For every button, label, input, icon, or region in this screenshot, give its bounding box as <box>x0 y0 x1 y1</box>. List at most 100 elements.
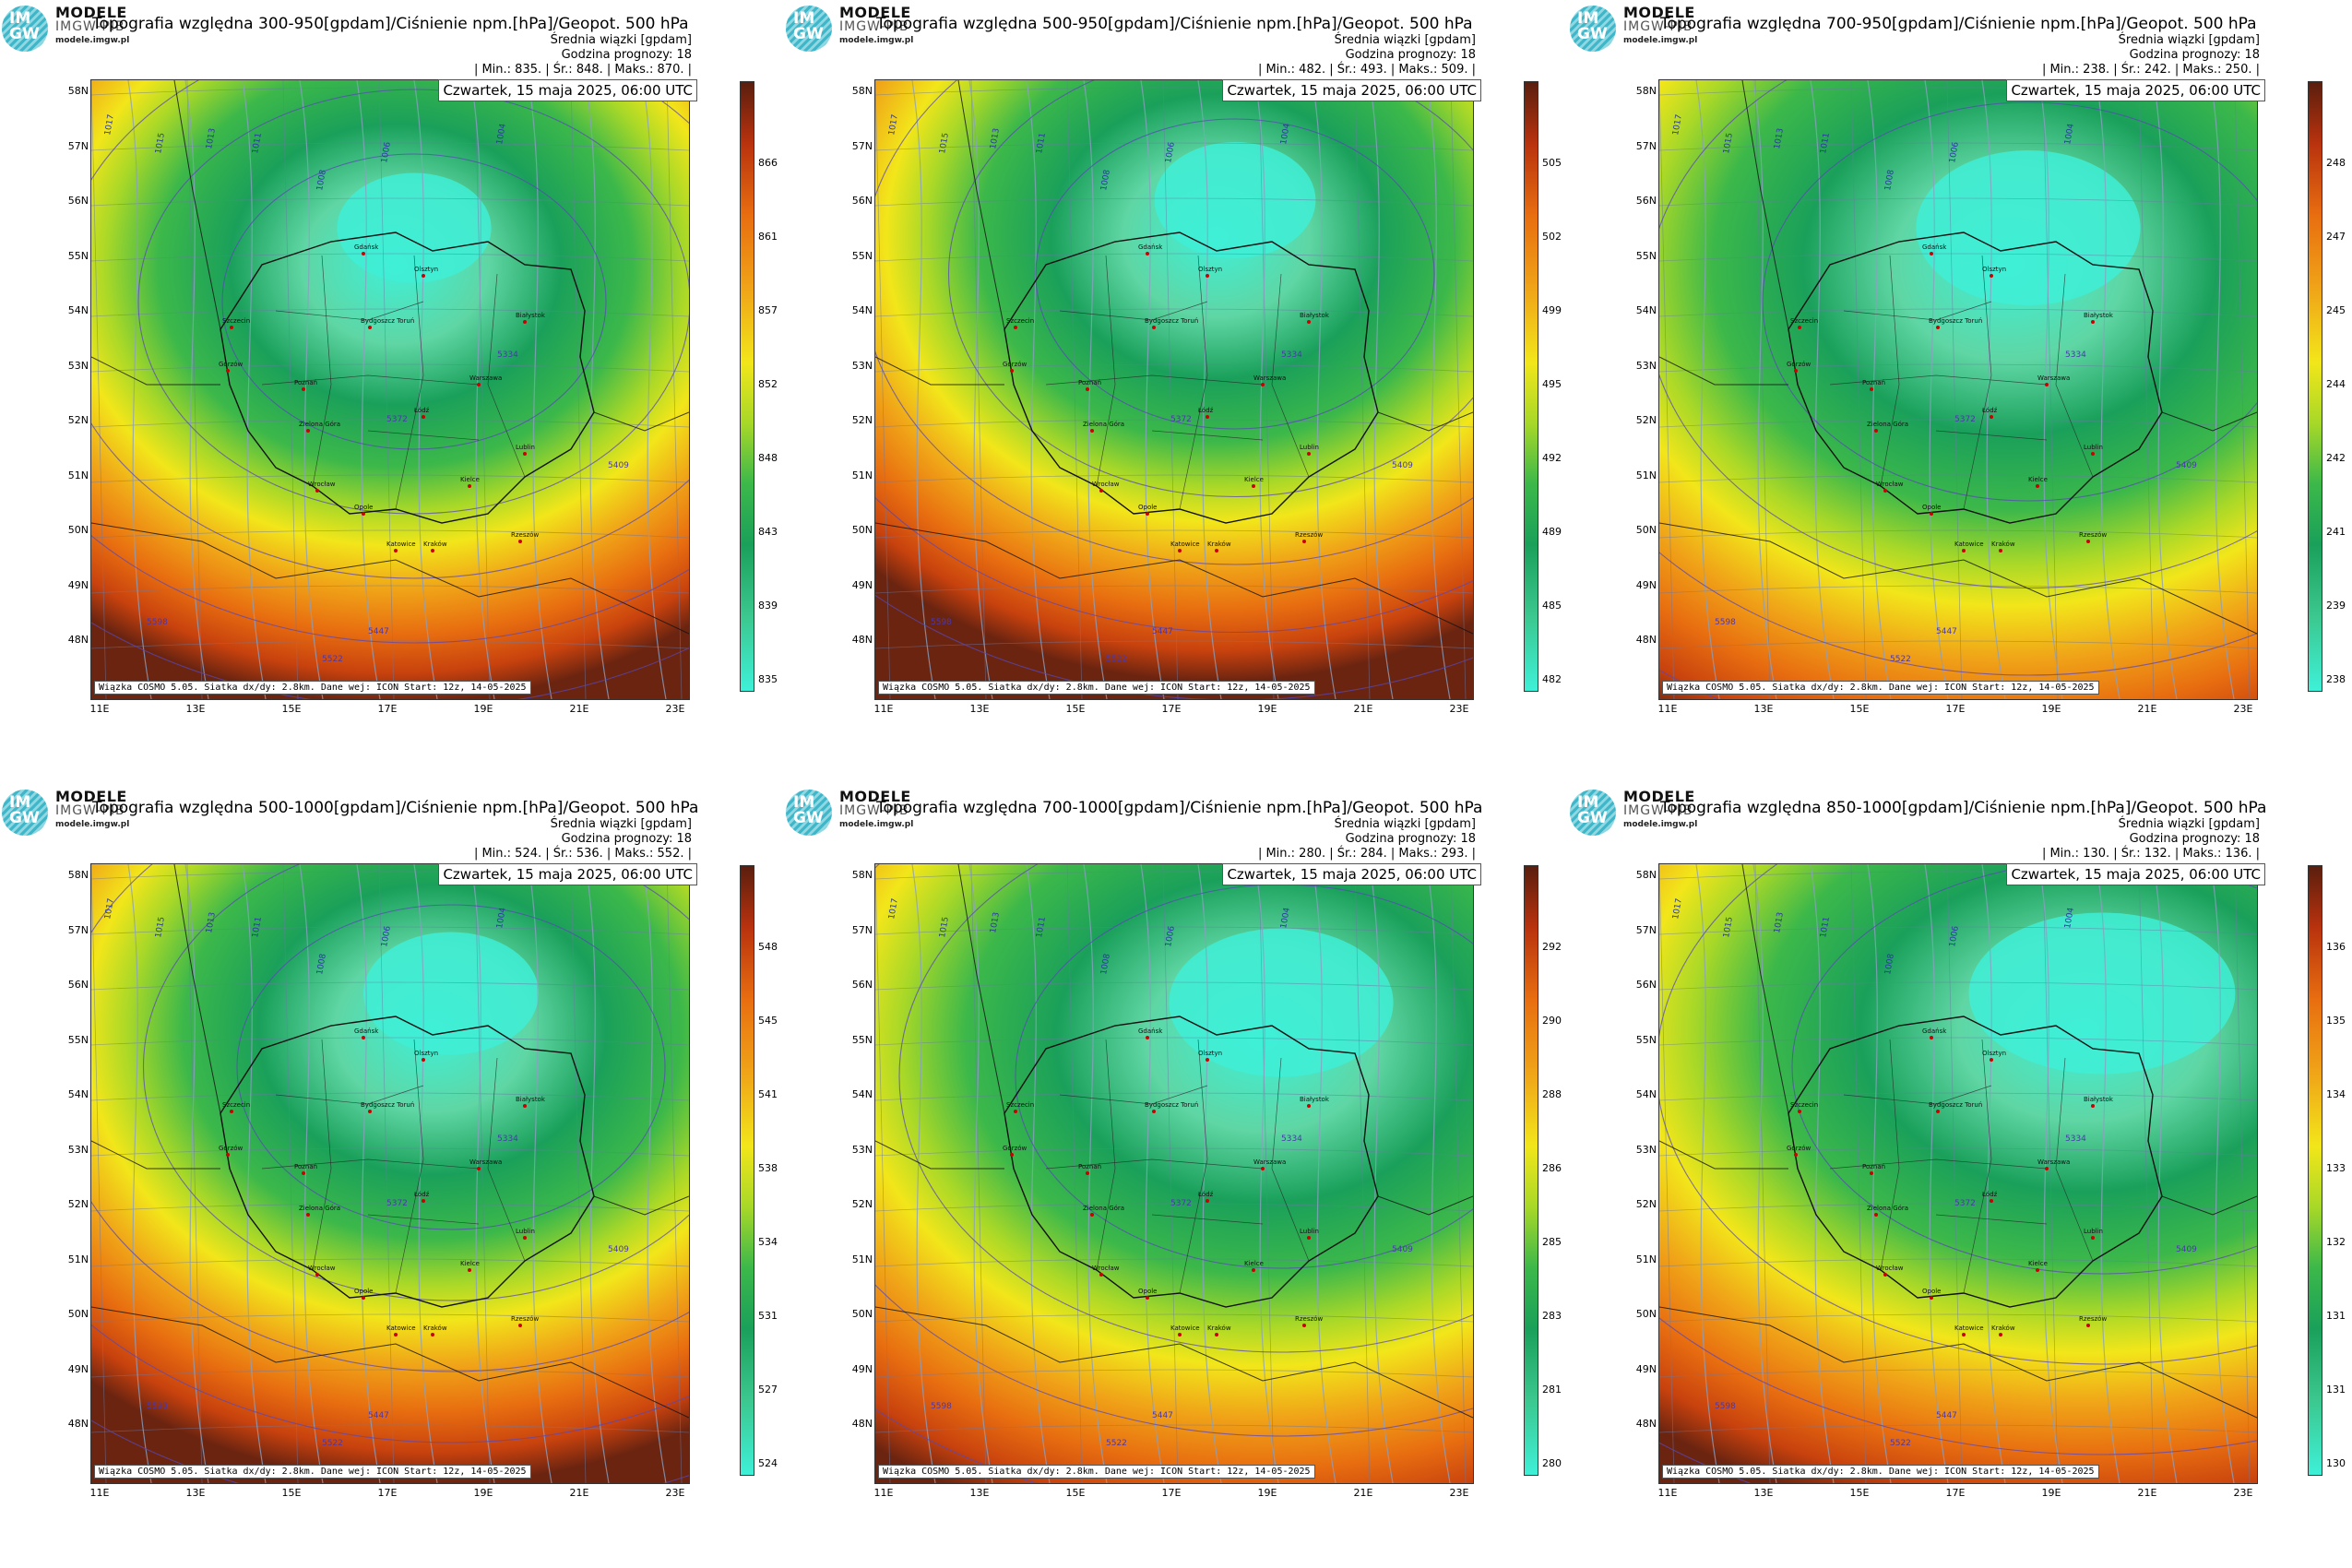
city-label: Gdańsk <box>1922 244 1947 251</box>
colorbar-tick-label: 852 <box>758 378 778 390</box>
longitude-label: 15E <box>1065 703 1086 715</box>
city-marker <box>1874 1213 1878 1217</box>
longitude-line <box>1354 864 1371 1483</box>
colorbar-tick-label: 843 <box>758 526 778 538</box>
city-label: Opole <box>1138 1288 1158 1295</box>
city-label: Gdańsk <box>1138 1028 1163 1035</box>
geopotential-label: 5522 <box>1106 1439 1127 1448</box>
city-label: Poznań <box>1862 1163 1885 1170</box>
city-marker <box>1990 1199 1993 1203</box>
isobar-label: 1011 <box>1819 132 1832 154</box>
city-marker <box>226 1153 230 1157</box>
logo-badge-icon: IM GW <box>2 790 48 836</box>
latitude-label: 55N <box>67 1033 89 1046</box>
region-border <box>1963 1039 1992 1294</box>
colorbar-tick-label: 285 <box>1542 1236 1562 1248</box>
latitude-label: 52N <box>851 1198 873 1210</box>
city-label: Kielce <box>460 476 480 483</box>
latitude-label: 57N <box>851 923 873 936</box>
city-label: Białystok <box>516 1096 546 1103</box>
isobar-line <box>1924 864 1949 1483</box>
colorbar-tick-label: 131 <box>2326 1384 2346 1396</box>
city-label: Gdańsk <box>354 1028 379 1035</box>
city-label: Zielona Góra <box>1867 421 1908 428</box>
latitude-line <box>875 142 1473 151</box>
forecast-map: Gdańsk Olsztyn Białystok Szczecin Bydgoszcz … <box>1658 863 2258 1484</box>
longitude-line <box>282 80 299 699</box>
stats-line: | Min.: 835. | Śr.: 848. | Maks.: 870. | <box>473 63 692 77</box>
latitude-label: 55N <box>851 249 873 262</box>
isobar-line <box>585 80 610 699</box>
city-marker <box>368 1110 372 1113</box>
isobar-line <box>911 864 936 1483</box>
city-marker <box>1146 512 1149 516</box>
longitude-label: 13E <box>185 703 206 715</box>
colorbar-tick-label: 485 <box>1542 600 1562 612</box>
longitude-line <box>570 80 587 699</box>
forecast-hour: Godzina prognozy: 18 <box>1345 48 1476 62</box>
low-core-area <box>1968 912 2236 1075</box>
city-marker <box>1930 252 1933 255</box>
colorbar-tick-label: 281 <box>1542 1384 1562 1396</box>
isobar-line <box>1026 864 1051 1483</box>
city-label: Wrocław <box>1876 481 1904 488</box>
isobar-line <box>1981 864 2006 1483</box>
isobar-line <box>911 80 936 699</box>
city-label: Łódź <box>1197 407 1214 414</box>
city-label: Rzeszów <box>1295 1315 1323 1323</box>
isobar-label: 1013 <box>1773 911 1786 933</box>
poland-border <box>220 232 595 524</box>
city-marker <box>1099 489 1103 493</box>
city-marker <box>477 383 481 386</box>
latitude-label: 52N <box>851 414 873 426</box>
isobar-line <box>528 80 552 699</box>
longitude-line <box>666 80 683 699</box>
geopotential-contour <box>1659 864 2257 1365</box>
colorbar-tick-label: 131 <box>2326 1310 2346 1322</box>
city-label: Olsztyn <box>1198 266 1222 273</box>
city-label: Warszawa <box>469 374 502 382</box>
longitude-line <box>1659 864 1675 1483</box>
isobar-line <box>585 864 610 1483</box>
latitude-line <box>91 640 689 649</box>
latitude-label: 50N <box>67 1308 89 1320</box>
low-core-area <box>337 172 492 283</box>
isobar-label: 1013 <box>989 911 1002 933</box>
colorbar-tick-label: 861 <box>758 231 778 243</box>
latitude-label: 54N <box>851 304 873 316</box>
city-marker <box>2086 540 2090 543</box>
latitude-label: 50N <box>851 1308 873 1320</box>
isobar-label: 1011 <box>1819 916 1832 938</box>
latitude-label: 54N <box>1635 1088 1657 1100</box>
poland-border <box>220 1016 595 1308</box>
city-marker <box>1874 429 1878 433</box>
isobar-line <box>127 80 152 699</box>
panel-title: Topografia względna 300-950[gpdam]/Ciśni… <box>92 15 689 33</box>
city-label: Poznań <box>294 1163 317 1170</box>
city-label: Olsztyn <box>1198 1050 1222 1057</box>
panel-title: Topografia względna 500-1000[gpdam]/Ciśn… <box>92 799 699 817</box>
city-marker <box>518 540 522 543</box>
isobar-line <box>968 864 993 1483</box>
longitude-line <box>1450 80 1467 699</box>
city-marker <box>1178 549 1182 552</box>
isobar-line <box>413 80 438 699</box>
isobar-line <box>1026 80 1051 699</box>
isobar-label: 1013 <box>205 127 218 149</box>
isobar-line <box>1140 80 1165 699</box>
latitude-label: 57N <box>1635 923 1657 936</box>
geopotential-contour <box>1791 864 2257 1275</box>
colorbar-tick-label: 857 <box>758 304 778 316</box>
colorbar-tick-label: 242 <box>2326 452 2346 464</box>
isobar-label: 1008 <box>315 169 328 192</box>
city-marker <box>523 1236 527 1240</box>
poland-border <box>1004 1016 1379 1308</box>
isobar-line <box>1083 864 1108 1483</box>
isobar-label: 1017 <box>103 113 116 136</box>
longitude-line <box>1258 864 1275 1483</box>
latitude-line <box>1659 1369 2257 1378</box>
longitude-label: 23E <box>665 703 685 715</box>
source-note: Wiązka COSMO 5.05. Siatka dx/dy: 2.8km. … <box>94 1465 531 1479</box>
city-marker <box>2091 1104 2095 1108</box>
region-border <box>487 273 526 478</box>
